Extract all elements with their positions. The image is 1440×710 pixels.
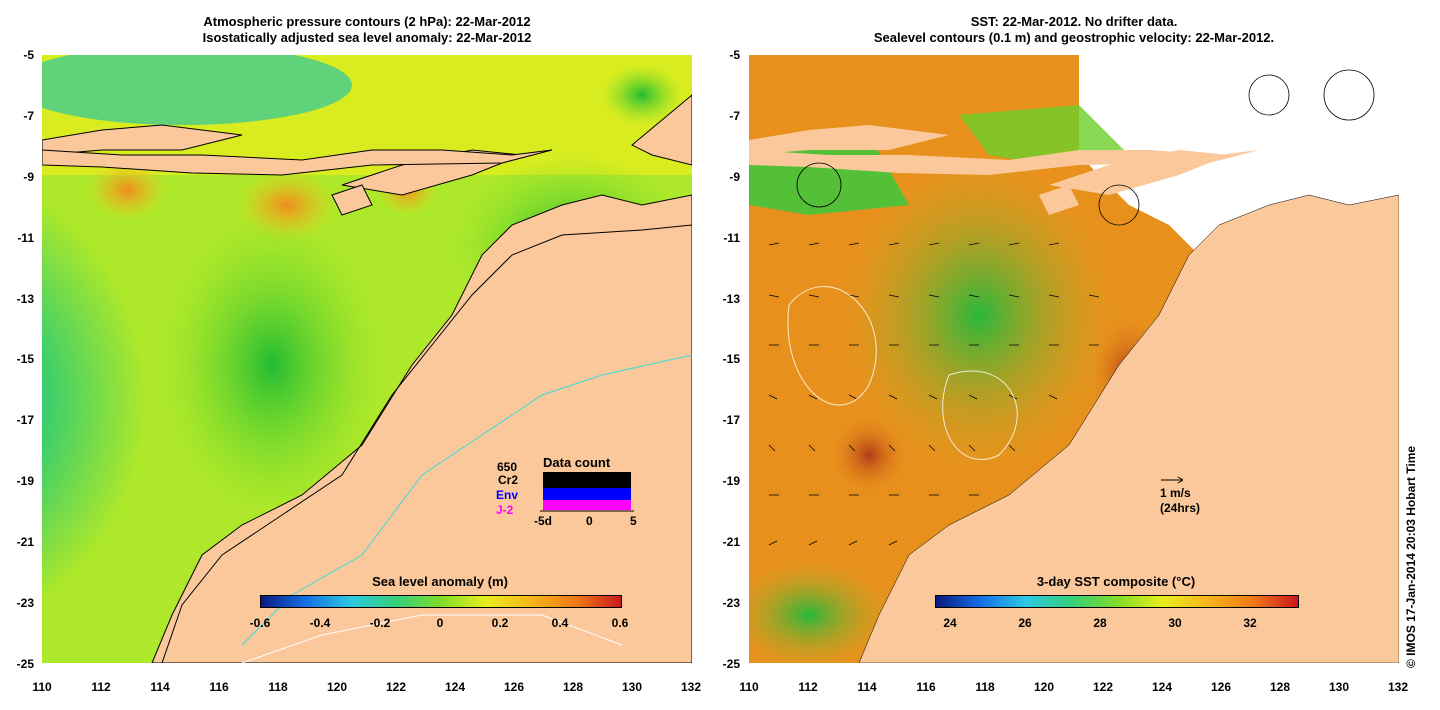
inset-legend-env: Env xyxy=(496,488,519,502)
inset-legend-j2: J-2 xyxy=(496,503,514,517)
australia-land xyxy=(151,194,692,663)
right-colorbar xyxy=(935,595,1299,608)
sumba-land xyxy=(331,184,373,216)
inset-tick-0: 0 xyxy=(586,514,593,528)
lesser-sunda-land xyxy=(749,150,1259,175)
inset-tick-5: 5 xyxy=(630,514,637,528)
left-colorbar xyxy=(260,595,622,608)
left-map xyxy=(42,55,692,663)
right-title-line1: SST: 22-Mar-2012. No drifter data. xyxy=(970,14,1178,29)
left-title-line1: Atmospheric pressure contours (2 hPa): 2… xyxy=(203,14,531,29)
sealevel-contours xyxy=(787,286,1018,461)
right-colorbar-title: 3-day SST composite (°C) xyxy=(1036,574,1196,589)
right-title-line2: Sealevel contours (0.1 m) and geostrophi… xyxy=(873,30,1275,45)
left-title-line2: Isostatically adjusted sea level anomaly… xyxy=(202,30,532,45)
inset-tick-neg5: -5d xyxy=(534,514,552,528)
papua-land xyxy=(631,94,692,166)
velocity-arrows xyxy=(768,69,1375,546)
australia-land xyxy=(858,194,1399,663)
left-colorbar-title: Sea level anomaly (m) xyxy=(372,574,508,589)
inset-legend-cr2: Cr2 xyxy=(498,473,519,487)
scale-arrow xyxy=(1161,476,1184,484)
scale-label-speed: 1 m/s xyxy=(1160,486,1191,500)
inset-count: 650 xyxy=(497,460,518,474)
scale-label-time: (24hrs) xyxy=(1160,501,1201,515)
inset-title: Data count xyxy=(543,455,611,470)
credit-text: © IMOS 17-Jan-2014 20:03 Hobart Time xyxy=(1404,445,1418,668)
java-land xyxy=(749,125,949,155)
inset-bars-j2 xyxy=(543,500,631,510)
right-map xyxy=(749,55,1399,663)
lesser-sunda-land xyxy=(42,149,553,176)
sumba-land xyxy=(1039,185,1079,215)
inset-histogram xyxy=(540,472,634,512)
